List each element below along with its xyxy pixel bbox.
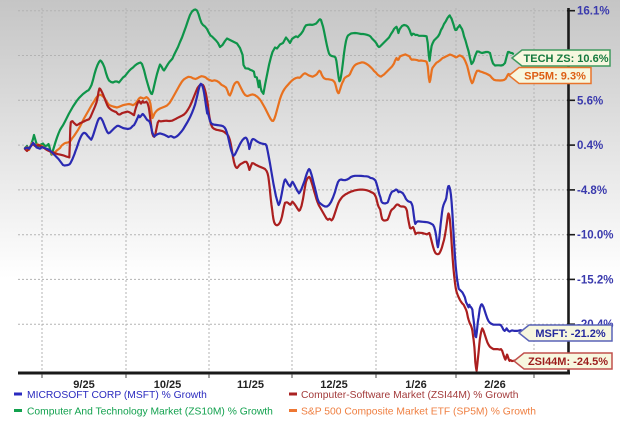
svg-text:-10.0%: -10.0%	[577, 230, 613, 242]
svg-text:0.4%: 0.4%	[577, 140, 603, 152]
svg-text:S&P 500 Composite Market ETF (: S&P 500 Composite Market ETF (SP5M) % Gr…	[301, 407, 536, 418]
svg-text:-15.2%: -15.2%	[577, 274, 613, 286]
svg-text:1/26: 1/26	[405, 379, 426, 391]
svg-text:Computer-Software Market (ZSI4: Computer-Software Market (ZSI44M) % Grow…	[301, 390, 519, 401]
svg-text:TECH ZS: 10.6%: TECH ZS: 10.6%	[524, 53, 609, 65]
svg-text:SP5M: 9.3%: SP5M: 9.3%	[524, 71, 586, 83]
svg-text:MSFT: -21.2%: MSFT: -21.2%	[535, 328, 606, 340]
svg-text:MICROSOFT CORP (MSFT) % Growth: MICROSOFT CORP (MSFT) % Growth	[27, 390, 207, 401]
svg-text:9/25: 9/25	[73, 379, 94, 391]
svg-text:-4.8%: -4.8%	[577, 185, 607, 197]
svg-text:16.1%: 16.1%	[577, 6, 610, 18]
svg-text:10/25: 10/25	[154, 379, 182, 391]
svg-text:5.6%: 5.6%	[577, 95, 603, 107]
svg-text:2/26: 2/26	[484, 379, 505, 391]
svg-text:ZSI44M: -24.5%: ZSI44M: -24.5%	[528, 356, 608, 368]
svg-text:12/25: 12/25	[320, 379, 348, 391]
svg-text:Computer And Technology Market: Computer And Technology Market (ZS10M) %…	[27, 407, 273, 418]
svg-text:11/25: 11/25	[237, 379, 264, 391]
